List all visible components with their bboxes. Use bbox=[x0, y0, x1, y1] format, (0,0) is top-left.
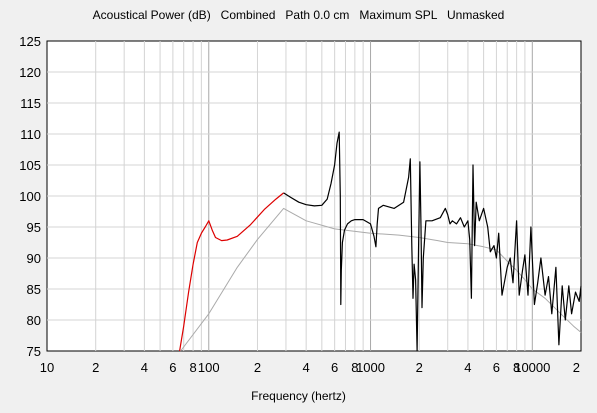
y-tick-label: 95 bbox=[27, 220, 41, 235]
y-tick-labels: 75 80 85 90 95 100 105 110 115 120 125 bbox=[19, 34, 41, 359]
x-tick-label: 2 bbox=[92, 360, 99, 375]
x-tick-label: 6 bbox=[493, 360, 500, 375]
x-tick-label: 8 bbox=[513, 360, 520, 375]
y-tick-label: 115 bbox=[20, 96, 41, 111]
x-tick-label: 2 bbox=[416, 360, 423, 375]
x-tick-label: 2 bbox=[573, 360, 580, 375]
y-tick-label: 125 bbox=[19, 34, 41, 49]
x-tick-label: 1000 bbox=[356, 360, 385, 375]
y-tick-label: 85 bbox=[27, 282, 41, 297]
chart-title: Acoustical Power (dB) Combined Path 0.0 … bbox=[92, 8, 505, 22]
y-tick-label: 90 bbox=[27, 251, 41, 266]
grid bbox=[47, 41, 581, 351]
x-tick-label: 10000 bbox=[514, 360, 550, 375]
x-tick-label: 10 bbox=[40, 360, 54, 375]
y-tick-label: 75 bbox=[27, 344, 41, 359]
x-tick-label: 8 bbox=[351, 360, 358, 375]
y-tick-label: 120 bbox=[19, 65, 41, 80]
x-axis-label: Frequency (hertz) bbox=[251, 389, 346, 403]
x-tick-label: 6 bbox=[169, 360, 176, 375]
x-tick-label: 4 bbox=[303, 360, 310, 375]
x-tick-label: 6 bbox=[331, 360, 338, 375]
x-tick-label: 4 bbox=[141, 360, 148, 375]
y-tick-label: 80 bbox=[27, 313, 41, 328]
y-tick-label: 105 bbox=[19, 158, 41, 173]
x-tick-label: 4 bbox=[464, 360, 471, 375]
series-line-2 bbox=[179, 192, 284, 352]
x-tick-label: 8 bbox=[189, 360, 196, 375]
x-tick-label: 2 bbox=[254, 360, 261, 375]
x-tick-label: 100 bbox=[198, 360, 220, 375]
y-tick-label: 100 bbox=[19, 189, 41, 204]
series-group bbox=[179, 131, 582, 352]
y-tick-label: 110 bbox=[20, 127, 41, 142]
series-line-3 bbox=[283, 131, 582, 352]
